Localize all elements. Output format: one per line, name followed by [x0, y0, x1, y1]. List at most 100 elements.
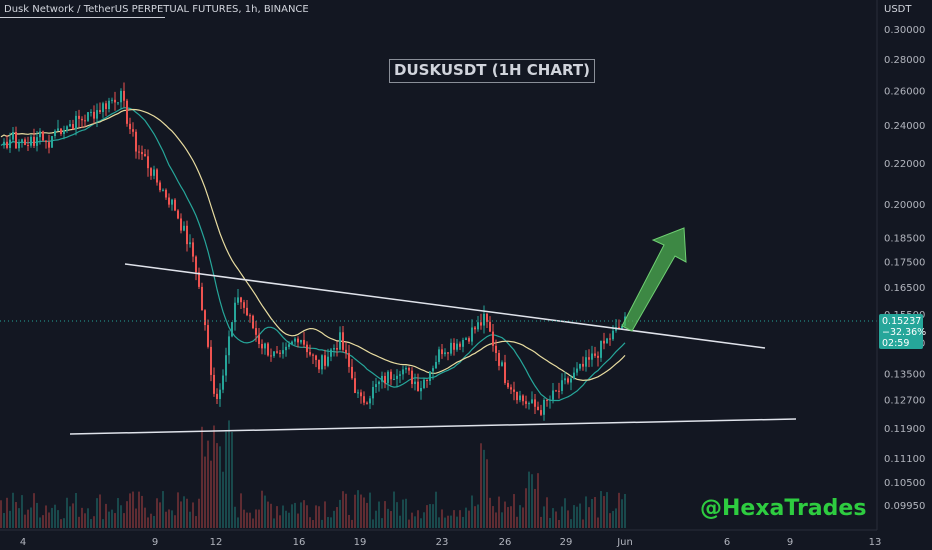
volume-bar: [543, 506, 545, 528]
volume-bar: [258, 509, 260, 528]
volume-bar: [18, 508, 20, 528]
candle-body: [417, 381, 419, 392]
volume-bar: [207, 440, 209, 528]
candle-body: [213, 374, 215, 394]
time-axis: 4 9 12 16 19 23 26 29 Jun 6 9 13: [0, 529, 881, 548]
volume-bar: [423, 512, 425, 528]
volume-bar: [228, 420, 230, 528]
volume-bar: [516, 516, 518, 528]
price-axis-bg: [877, 0, 932, 550]
volume-bar: [393, 491, 395, 528]
watermark: @HexaTrades: [700, 496, 867, 521]
volume-bar: [456, 516, 458, 528]
y-tick-label: 0.30000: [884, 25, 925, 36]
volume-bar: [48, 512, 50, 528]
volume-bar: [24, 514, 26, 528]
volume-bar: [333, 510, 335, 528]
candle-body: [153, 169, 155, 176]
x-tick-label: 4: [20, 537, 26, 548]
price-axis-unit: USDT: [884, 4, 912, 15]
candle-body: [111, 99, 113, 101]
volume-bar: [606, 492, 608, 528]
ma-fast-line: [0, 107, 626, 402]
candle-body: [495, 345, 497, 353]
candle-body: [258, 334, 260, 344]
candle-body: [216, 393, 218, 399]
candle-body: [465, 338, 467, 340]
header-divider: [0, 17, 165, 18]
candle-body: [249, 315, 251, 317]
volume-bar: [537, 473, 539, 528]
volume-bar: [51, 507, 53, 528]
candle-body: [219, 389, 221, 399]
candle-body: [243, 302, 245, 308]
candle-body: [384, 375, 386, 384]
volume-bar: [6, 497, 8, 528]
candle-body: [126, 100, 128, 124]
candle-body: [315, 355, 317, 360]
volume-bar: [39, 517, 41, 528]
volume-bar: [114, 513, 116, 528]
volume-bar: [435, 491, 437, 528]
candle-body: [264, 343, 266, 349]
candle-body: [6, 141, 8, 148]
volume-bar: [180, 501, 182, 528]
price-axis: 0.30000 0.28000 0.26000 0.24000 0.22000 0.200…: [876, 0, 932, 550]
volume-bar: [417, 510, 419, 528]
volume-bar: [171, 510, 173, 528]
volume-bar: [153, 515, 155, 528]
candle-body: [531, 399, 533, 404]
volume-bar: [264, 495, 266, 528]
candle-body: [375, 384, 377, 388]
candle-body: [414, 381, 416, 385]
volume-bar: [45, 505, 47, 528]
candle-body: [288, 344, 290, 347]
support-line: [69, 418, 797, 435]
x-tick-label: 12: [210, 537, 223, 548]
candle-body: [228, 336, 230, 356]
candle-body: [141, 152, 143, 155]
volume-bar: [345, 493, 347, 528]
last-price-tag: 0.15237 −32.36% 02:59: [879, 314, 927, 349]
candle-body: [357, 392, 359, 394]
candle-body: [138, 151, 140, 153]
volume-bar: [309, 517, 311, 528]
candle-body: [246, 307, 248, 316]
candle-body: [48, 142, 50, 148]
candle-body: [360, 392, 362, 397]
volume-bar: [351, 519, 353, 528]
volume-bar: [474, 506, 476, 528]
volume-bar: [111, 509, 113, 528]
volume-bar: [288, 512, 290, 528]
volume-bar: [291, 504, 293, 528]
candle-body: [336, 347, 338, 350]
volume-bar: [588, 507, 590, 528]
volume-bar: [120, 505, 122, 528]
candle-body: [294, 338, 296, 342]
volume-bar: [87, 508, 89, 528]
candle-body: [513, 389, 515, 392]
volume-bar: [384, 501, 386, 528]
volume-bar: [621, 499, 623, 528]
volume-bar: [357, 490, 359, 528]
volume-bar: [348, 514, 350, 528]
candle-body: [120, 90, 122, 103]
candle-body: [537, 406, 539, 411]
candle-body: [504, 362, 506, 383]
volume-bar: [84, 513, 86, 528]
volume-bar: [315, 505, 317, 528]
candle-body: [24, 139, 26, 146]
candle-body: [339, 332, 341, 350]
candle-body: [267, 343, 269, 356]
volume-bar: [369, 492, 371, 528]
volume-bar: [297, 513, 299, 528]
candle-body: [225, 355, 227, 376]
volume-bar: [561, 506, 563, 528]
volume-bar: [390, 511, 392, 528]
volume-bar: [252, 518, 254, 528]
candle-body: [378, 381, 380, 385]
candle-body: [486, 313, 488, 322]
candle-body: [369, 398, 371, 404]
volume-bar: [408, 519, 410, 528]
last-price-change: −32.36%: [882, 327, 927, 338]
